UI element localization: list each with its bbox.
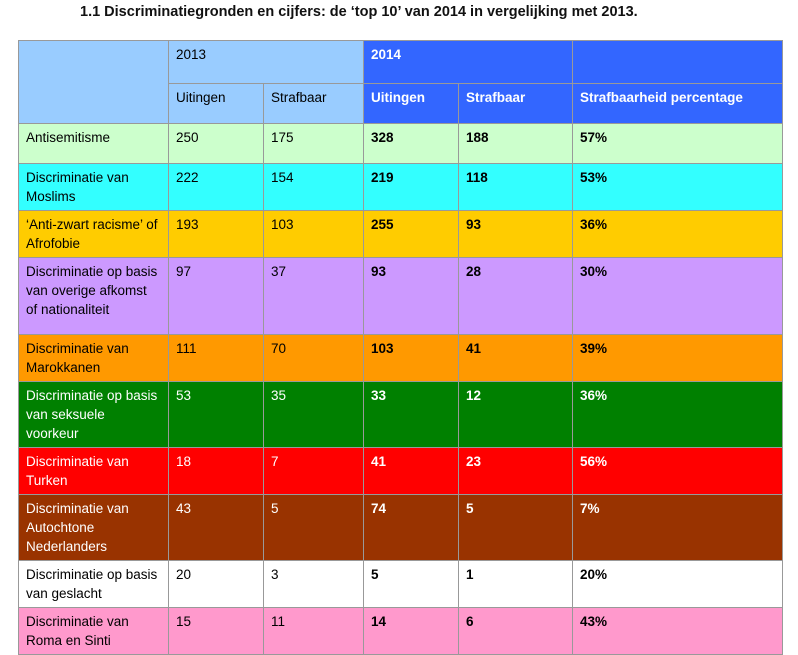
row: Discriminatie op basis van seksuele voor… <box>18 381 784 448</box>
row-label: Discriminatie van Autochtone Nederlander… <box>18 494 169 561</box>
year: 2013 <box>167 40 365 84</box>
cell: 188 <box>458 123 574 164</box>
cell: 118 <box>458 163 574 211</box>
cell: 175 <box>262 123 365 164</box>
cell: 1 <box>458 560 574 608</box>
row: Antisemitisme 250 175 328 188 57% <box>18 123 784 164</box>
cell: 255 <box>363 210 460 258</box>
cell: 5 <box>458 494 574 561</box>
cell: 53% <box>572 163 784 211</box>
column-header: Uitingen <box>168 83 264 124</box>
row: Discriminatie op basis van overige afkom… <box>18 257 784 335</box>
cell: 35 <box>262 381 365 448</box>
cell: 3 <box>262 560 365 608</box>
cell: 53 <box>168 381 264 448</box>
row-label: Discriminatie op basis van geslacht <box>18 560 169 608</box>
cell: 93 <box>458 210 574 258</box>
row-label: Discriminatie van Roma en Sinti <box>18 607 169 655</box>
row: Discriminatie van Roma en Sinti 15 11 14 6 43… <box>18 607 784 655</box>
row-label: Antisemitisme <box>18 123 169 164</box>
cell: 193 <box>168 210 264 258</box>
row: Discriminatie van Moslims 222 154 219 118 53% <box>18 163 784 211</box>
cell: 28 <box>458 257 574 335</box>
cell: 36% <box>572 210 784 258</box>
row-label: Discriminatie op basis van overige afkom… <box>18 257 169 335</box>
cell: 5 <box>363 560 460 608</box>
row-label: Discriminatie van Marokkanen <box>18 334 169 382</box>
row: Discriminatie op basis van geslacht 20 3 5 1… <box>18 560 784 608</box>
cell: 328 <box>363 123 460 164</box>
row-label: Discriminatie op basis van seksuele voor… <box>18 381 169 448</box>
cell: 43% <box>572 607 784 655</box>
cell: 219 <box>363 163 460 211</box>
cell: 43 <box>168 494 264 561</box>
cell: 39% <box>572 334 784 382</box>
row-label: Discriminatie van Turken <box>18 447 169 495</box>
cell: 15 <box>168 607 264 655</box>
row: Discriminatie van Autochtone Nederlander… <box>18 494 784 561</box>
blank <box>572 40 784 84</box>
cell: 37 <box>262 257 365 335</box>
cell: 56% <box>572 447 784 495</box>
cell: 12 <box>458 381 574 448</box>
column-header: Strafbaar <box>262 83 365 124</box>
cell: 103 <box>363 334 460 382</box>
cell: 97 <box>168 257 264 335</box>
cell: 6 <box>458 607 574 655</box>
cell: 57% <box>572 123 784 164</box>
cell: 23 <box>458 447 574 495</box>
row: Discriminatie van Turken 18 7 41 23 56% <box>18 447 784 495</box>
cell: 7 <box>262 447 365 495</box>
row: 2013 2014 <box>18 40 784 124</box>
cell: 93 <box>363 257 460 335</box>
cell: 111 <box>168 334 264 382</box>
year: 2014 <box>363 40 574 84</box>
row: Uitingen Strafbaar Uitingen Strafbaar Strafb… <box>19 83 784 124</box>
corner <box>18 40 169 124</box>
cell: 14 <box>363 607 460 655</box>
cell: 33 <box>363 381 460 448</box>
column-header: Strafbaar <box>458 83 574 124</box>
cell: 41 <box>363 447 460 495</box>
row: ‘Anti-zwart racisme’ of Afrofobie 193 103 2… <box>18 210 784 258</box>
cell: 41 <box>458 334 574 382</box>
cell: 18 <box>168 447 264 495</box>
page: 1.1 Discriminatiegronden en cijfers: de … <box>18 4 784 655</box>
cell: 30% <box>572 257 784 335</box>
cell: 36% <box>572 381 784 448</box>
title: 1.1 Discriminatiegronden en cijfers: de … <box>80 4 638 20</box>
row-label: Discriminatie van Moslims <box>18 163 169 211</box>
cell: 11 <box>262 607 365 655</box>
cell: 154 <box>262 163 365 211</box>
cell: 7% <box>572 494 784 561</box>
cell: 20 <box>168 560 264 608</box>
cell: 222 <box>168 163 264 211</box>
cell: 70 <box>262 334 365 382</box>
cell: 103 <box>262 210 365 258</box>
cell: 74 <box>363 494 460 561</box>
cell: 20% <box>572 560 784 608</box>
cell: 5 <box>262 494 365 561</box>
row: Discriminatie van Marokkanen 111 70 103 41 39… <box>18 334 784 382</box>
column-header: Strafbaarheid percentage <box>572 83 784 124</box>
table: 2013 2014 Uitingen Strafbaar Uitingen Strafba… <box>18 40 784 655</box>
row-label: ‘Anti-zwart racisme’ of Afrofobie <box>18 210 169 258</box>
cell: 250 <box>168 123 264 164</box>
column-header: Uitingen <box>363 83 460 124</box>
